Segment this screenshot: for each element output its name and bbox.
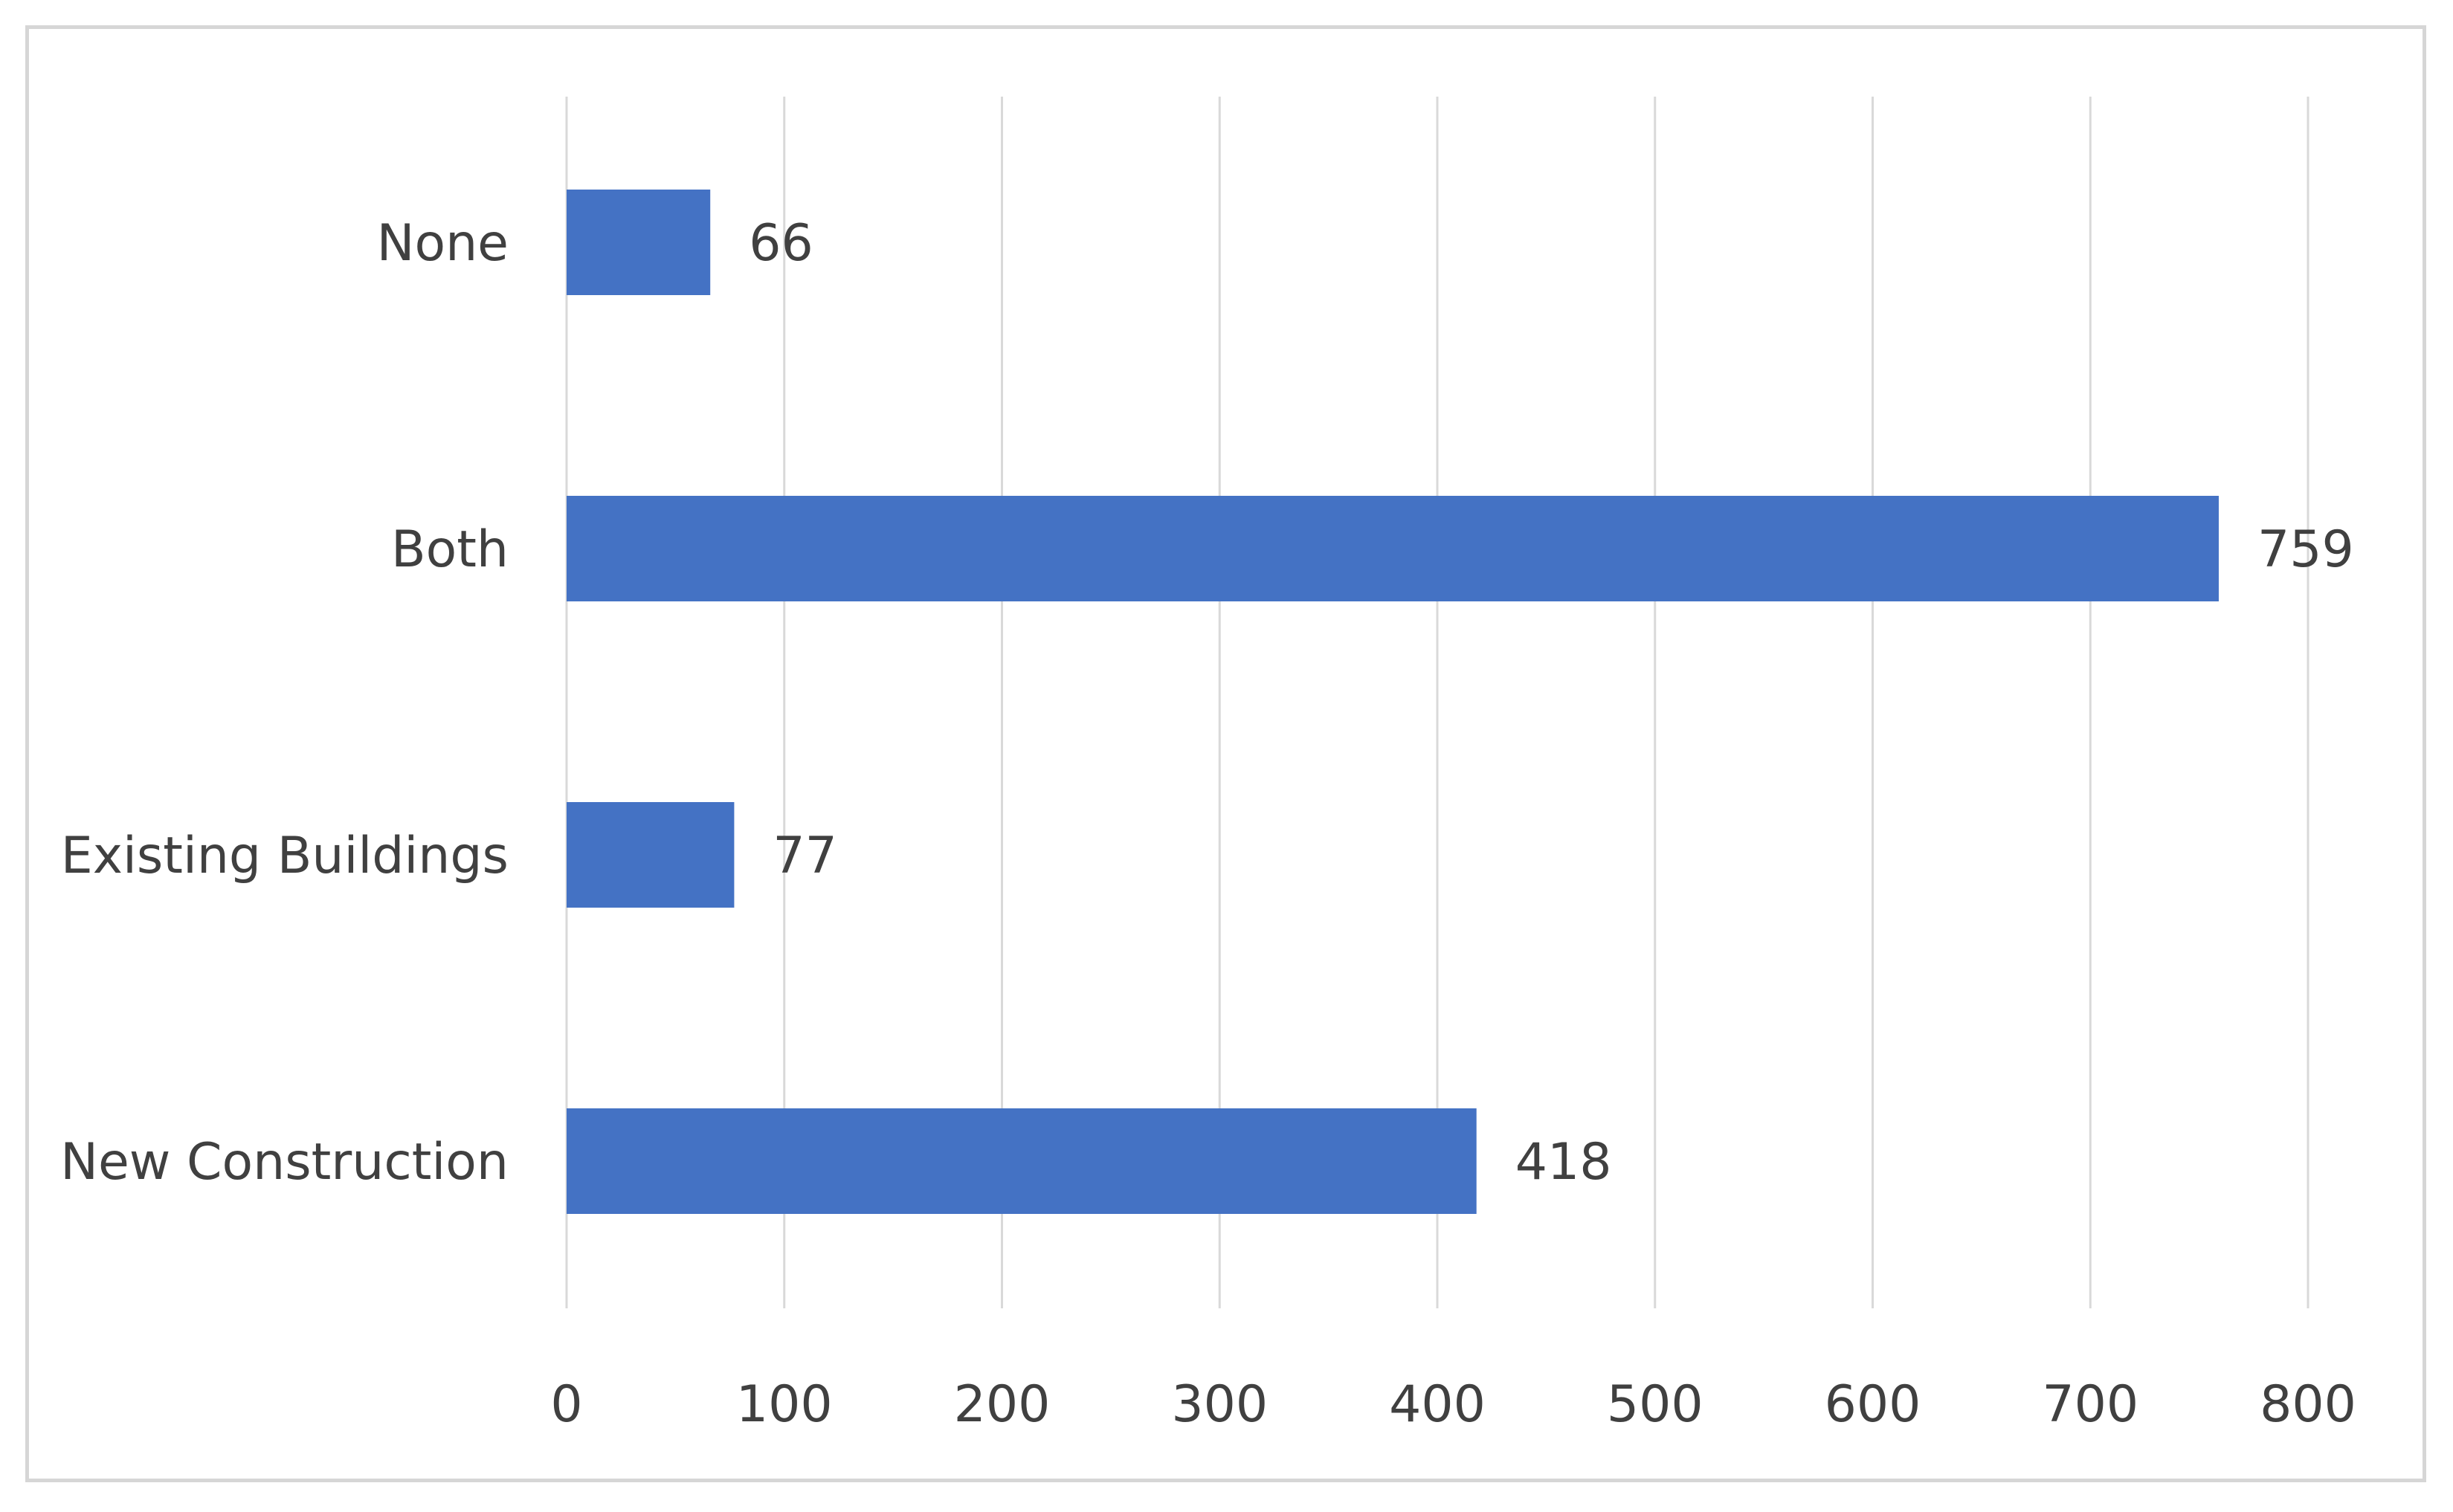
bars	[567, 190, 2219, 1214]
x-tick-label: 300	[1171, 1375, 1268, 1434]
bar-existing-buildings	[567, 802, 735, 908]
x-tick-label: 100	[736, 1375, 833, 1434]
x-tick-label: 600	[1825, 1375, 1921, 1434]
category-label: Existing Buildings	[61, 827, 509, 885]
category-label: Both	[391, 520, 509, 579]
x-tick-label: 700	[2042, 1375, 2138, 1434]
bar-new-construction	[567, 1108, 1477, 1214]
category-label: None	[377, 214, 509, 273]
data-label: 66	[749, 214, 813, 273]
x-tick-label: 0	[550, 1375, 582, 1434]
category-label: New Construction	[60, 1133, 509, 1192]
labels: 0 100 200 300 400 500 600 700 800 None 66 Both 759 Ex…	[60, 214, 2356, 1434]
x-tick-label: 200	[954, 1375, 1051, 1434]
bar-none	[567, 190, 711, 295]
data-label: 759	[2257, 520, 2354, 579]
data-label: 418	[1515, 1133, 1612, 1192]
chart-frame	[25, 25, 2426, 1482]
x-tick-label: 500	[1607, 1375, 1703, 1434]
bar-both	[567, 496, 2219, 601]
x-tick-label: 800	[2260, 1375, 2356, 1434]
x-tick-label: 400	[1389, 1375, 1486, 1434]
gridlines	[565, 97, 2309, 1308]
data-label: 77	[773, 827, 837, 885]
